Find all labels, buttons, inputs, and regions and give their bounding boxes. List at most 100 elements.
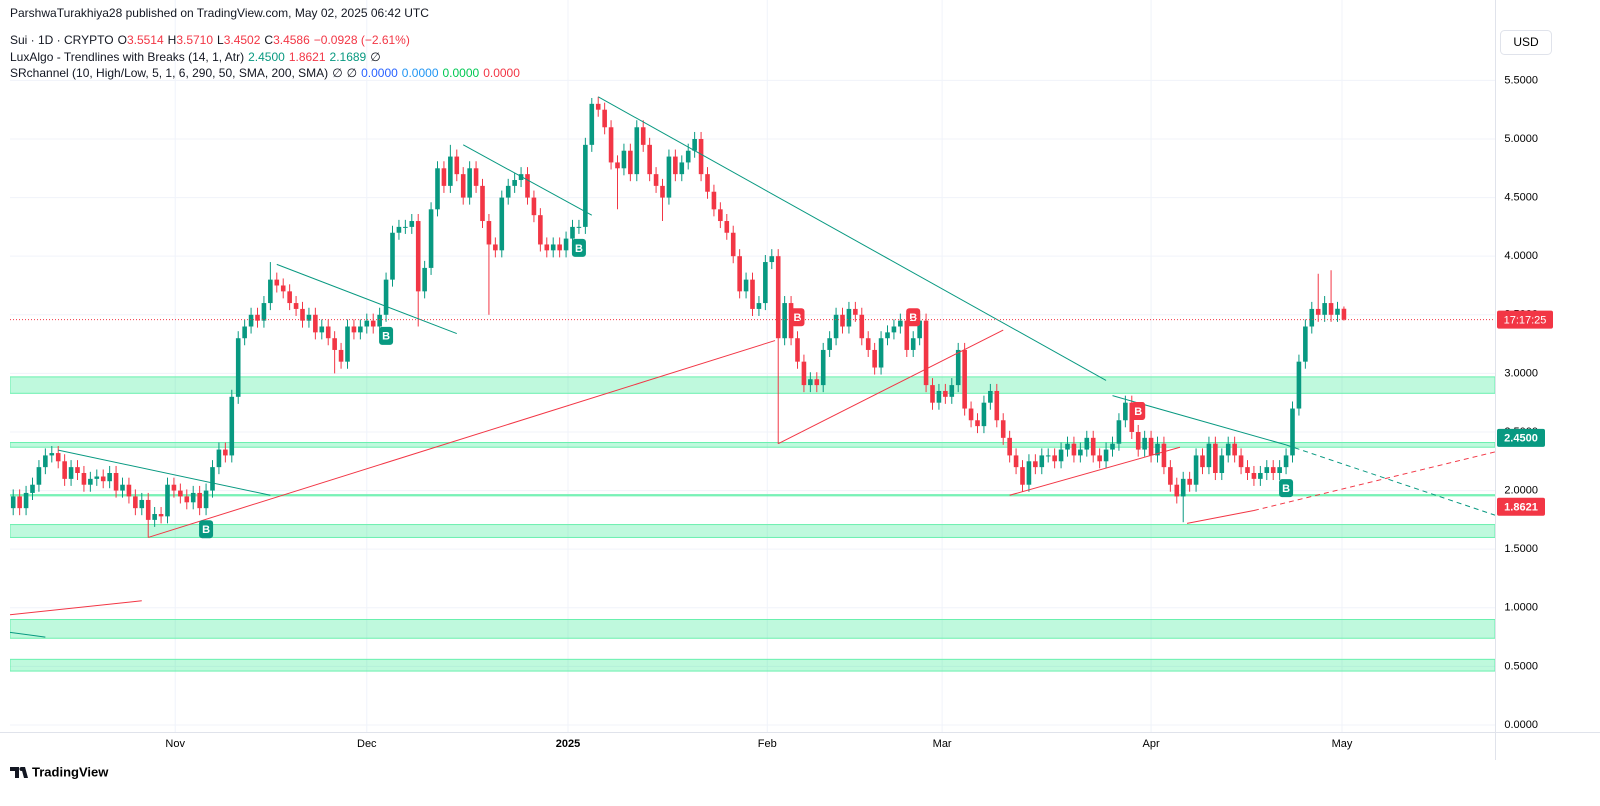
candle-body	[827, 338, 832, 350]
candle-body	[454, 156, 460, 175]
x-tick-label: Mar	[933, 738, 952, 750]
candle-body	[640, 127, 646, 145]
break-badge	[1131, 401, 1146, 420]
break-label: B	[575, 243, 583, 255]
candle-body	[724, 221, 730, 233]
candle-body	[1341, 308, 1347, 320]
break-label: B	[794, 312, 802, 324]
candle-body	[936, 390, 942, 403]
candle-body	[88, 478, 93, 485]
trendline	[1186, 510, 1255, 524]
candle-body	[1045, 455, 1051, 457]
candle-body	[718, 209, 723, 222]
candle-body	[467, 168, 472, 198]
currency-box[interactable]	[1500, 30, 1552, 55]
candle-body	[158, 514, 164, 517]
sr-zone	[10, 376, 1495, 394]
y-tick-label: 0.0000	[1504, 719, 1538, 731]
candle-body	[435, 168, 440, 210]
candle-body	[673, 156, 678, 175]
candle-body	[223, 449, 228, 456]
candle-body	[647, 144, 652, 175]
candle-body	[750, 279, 755, 309]
candle-body	[152, 514, 157, 520]
x-tick-label: 2025	[556, 738, 580, 750]
candle-body	[711, 191, 717, 210]
y-tick-label: 1.5000	[1504, 543, 1538, 555]
candle-body	[332, 338, 337, 350]
x-tick-label: Nov	[165, 738, 185, 750]
candle-body	[968, 408, 974, 421]
candle-body	[190, 492, 196, 503]
y-tick-label: 1.0000	[1504, 602, 1538, 614]
candle-body	[653, 174, 659, 186]
candle-body	[325, 326, 331, 339]
break-label: B	[1134, 406, 1142, 418]
candle-body	[62, 461, 67, 479]
sr-zone	[10, 494, 1495, 497]
candle-body	[1078, 449, 1083, 456]
candle-body	[1200, 455, 1205, 468]
candle-body	[1258, 472, 1263, 479]
break-label: B	[382, 331, 390, 343]
y-tick-label: 4.0000	[1504, 250, 1538, 262]
candle-body	[756, 303, 762, 309]
candle-body	[280, 285, 286, 292]
candle-body	[930, 385, 935, 403]
candle-body	[602, 109, 607, 128]
candle-body	[107, 472, 112, 482]
candle-body	[1058, 449, 1064, 462]
candle-body	[538, 215, 543, 245]
trendline	[462, 144, 593, 216]
candle-body	[628, 150, 633, 175]
candle-body	[43, 455, 48, 468]
candle-body	[383, 279, 389, 315]
indicator-value: 2.4500	[248, 50, 285, 64]
candle-body	[1135, 431, 1141, 450]
candle-body	[23, 492, 29, 509]
candle-body	[763, 262, 768, 304]
y-tick-label: 2.0000	[1504, 484, 1538, 496]
candle-body	[345, 326, 350, 362]
candle-body	[1193, 455, 1199, 485]
break-badge	[790, 308, 805, 327]
candle-body	[1148, 437, 1154, 456]
candle-body	[287, 291, 292, 304]
candle-body	[531, 197, 537, 216]
candle-body	[988, 390, 993, 403]
ohlc-value: 3.4586	[273, 33, 310, 47]
candle-body	[1168, 467, 1173, 485]
candle-body	[1245, 467, 1250, 473]
candle-body	[81, 472, 87, 485]
candle-body	[1026, 461, 1032, 485]
candle-body	[1309, 308, 1315, 327]
y-tick-label: 5.5000	[1504, 74, 1538, 86]
candle-body	[512, 180, 517, 186]
candle-body	[377, 314, 382, 327]
trendline	[777, 329, 1004, 445]
candle-body	[235, 338, 241, 397]
candle-body	[248, 314, 254, 327]
candle-body	[505, 185, 511, 198]
candle-body	[1206, 443, 1212, 468]
candle-body	[229, 396, 235, 456]
candle-body	[1225, 443, 1231, 456]
candle-body	[898, 320, 903, 327]
candle-body	[917, 320, 922, 339]
candle-body	[1071, 443, 1077, 456]
candle-body	[615, 162, 620, 169]
candle-body	[692, 138, 697, 151]
candle-body	[319, 326, 325, 333]
candle-body	[1142, 437, 1147, 450]
indicator-value: 1.8621	[288, 50, 326, 64]
indicator-value: 0.0000	[483, 66, 520, 80]
candle-body	[351, 326, 357, 333]
candle-body	[923, 320, 929, 386]
candle-body	[904, 320, 910, 350]
candle-body	[396, 226, 402, 233]
candle-body	[576, 226, 582, 228]
candle-body	[184, 496, 190, 503]
candle-body	[493, 244, 498, 251]
currency[interactable]: USD	[1513, 35, 1539, 49]
